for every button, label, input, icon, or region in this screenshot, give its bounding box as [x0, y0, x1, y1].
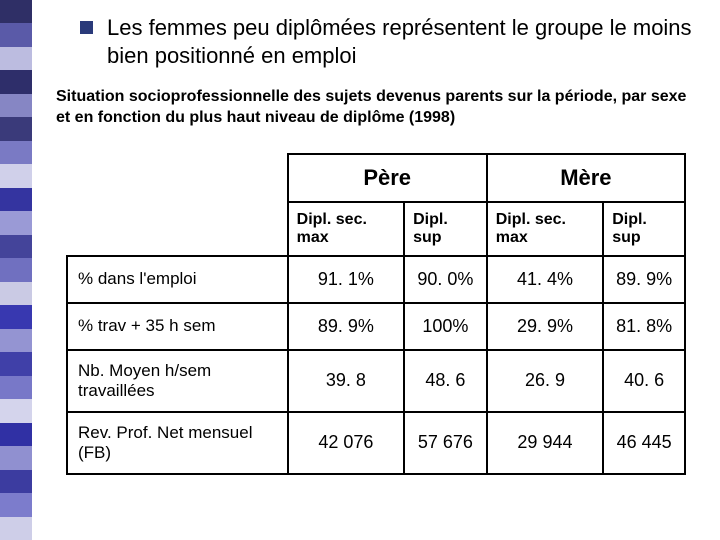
table-sub-header: Dipl. sec. max [487, 202, 603, 256]
stripe [0, 94, 32, 117]
stripe [0, 493, 32, 516]
subtitle-text: Situation socioprofessionnelle des sujet… [56, 87, 696, 129]
stripe [0, 164, 32, 187]
bullet-item: Les femmes peu diplômées représentent le… [56, 14, 696, 69]
table-cell: 40. 6 [603, 350, 685, 412]
stripe [0, 211, 32, 234]
stripe [0, 117, 32, 140]
stripe [0, 329, 32, 352]
table-row: Rev. Prof. Net mensuel (FB) 42 076 57 67… [67, 412, 685, 474]
table-empty-cell [67, 154, 288, 202]
bullet-square-icon [80, 21, 93, 34]
table-row: % trav + 35 h sem 89. 9% 100% 29. 9% 81.… [67, 303, 685, 350]
table-cell: 89. 9% [288, 303, 404, 350]
table-cell: 29. 9% [487, 303, 603, 350]
slide-content: Les femmes peu diplômées représentent le… [32, 0, 720, 540]
stripe [0, 258, 32, 281]
table-row: % dans l'emploi 91. 1% 90. 0% 41. 4% 89.… [67, 256, 685, 303]
table-cell: 41. 4% [487, 256, 603, 303]
table-row-label: Nb. Moyen h/sem travaillées [67, 350, 288, 412]
table-cell: 100% [404, 303, 487, 350]
table-row-label: % dans l'emploi [67, 256, 288, 303]
decorative-stripe-bar [0, 0, 32, 540]
table-empty-cell [67, 202, 288, 256]
stripe [0, 399, 32, 422]
stripe [0, 352, 32, 375]
stripe [0, 188, 32, 211]
bullet-text: Les femmes peu diplômées représentent le… [107, 14, 696, 69]
stripe [0, 47, 32, 70]
stripe [0, 282, 32, 305]
table-cell: 81. 8% [603, 303, 685, 350]
table-group-header-row: Père Mère [67, 154, 685, 202]
table-row: Nb. Moyen h/sem travaillées 39. 8 48. 6 … [67, 350, 685, 412]
table-cell: 57 676 [404, 412, 487, 474]
stripe [0, 305, 32, 328]
table-sub-header-row: Dipl. sec. max Dipl. sup Dipl. sec. max … [67, 202, 685, 256]
stripe [0, 470, 32, 493]
stripe [0, 70, 32, 93]
stripe [0, 517, 32, 540]
table-group-header: Mère [487, 154, 685, 202]
stripe [0, 141, 32, 164]
table-row-label: Rev. Prof. Net mensuel (FB) [67, 412, 288, 474]
table-cell: 39. 8 [288, 350, 404, 412]
table-cell: 26. 9 [487, 350, 603, 412]
table-cell: 48. 6 [404, 350, 487, 412]
table-sub-header: Dipl. sup [603, 202, 685, 256]
table-cell: 29 944 [487, 412, 603, 474]
stripe [0, 235, 32, 258]
stripe [0, 0, 32, 23]
stripe [0, 23, 32, 46]
table-group-header: Père [288, 154, 487, 202]
table-cell: 91. 1% [288, 256, 404, 303]
data-table: Père Mère Dipl. sec. max Dipl. sup Dipl.… [66, 153, 686, 475]
table-sub-header: Dipl. sec. max [288, 202, 404, 256]
table-cell: 90. 0% [404, 256, 487, 303]
stripe [0, 376, 32, 399]
table-sub-header: Dipl. sup [404, 202, 487, 256]
table-cell: 42 076 [288, 412, 404, 474]
table-row-label: % trav + 35 h sem [67, 303, 288, 350]
stripe [0, 446, 32, 469]
table-cell: 89. 9% [603, 256, 685, 303]
table-cell: 46 445 [603, 412, 685, 474]
stripe [0, 423, 32, 446]
